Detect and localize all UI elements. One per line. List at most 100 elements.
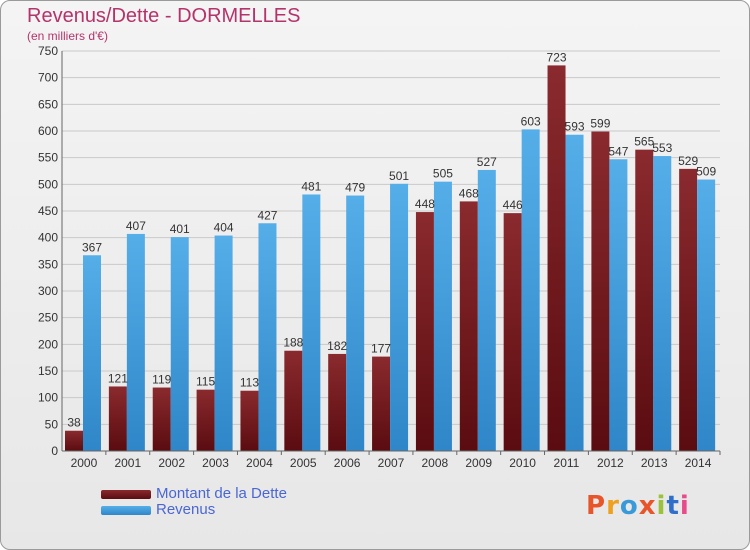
- legend-swatch-dette: [101, 490, 151, 499]
- data-label: 723: [547, 50, 567, 64]
- bar-dette: [108, 386, 127, 451]
- data-label: 38: [67, 416, 81, 430]
- x-tick-label: 2003: [202, 456, 229, 470]
- x-tick-label: 2001: [114, 456, 141, 470]
- logo-letter: i: [656, 491, 667, 521]
- bar-dette: [415, 212, 434, 451]
- proxiti-logo: Proxiti: [586, 491, 690, 521]
- data-label: 113: [240, 376, 259, 390]
- data-label: 121: [108, 371, 128, 385]
- data-label: 427: [257, 208, 277, 222]
- x-tick-label: 2013: [641, 456, 668, 470]
- y-tick-label: 50: [45, 417, 59, 431]
- bar-dette: [459, 201, 478, 451]
- data-label: 593: [565, 120, 585, 134]
- labels-layer: 38 367 121 407 119 401 115 404 113 427 188 481 182 47…: [67, 50, 716, 429]
- axis-layer: 0 50 100 150 200 250 300 350 400 450 500 550 600 650 7…: [38, 44, 721, 470]
- bar-revenus: [433, 181, 452, 451]
- bar-dette: [372, 356, 391, 451]
- y-tick-label: 100: [38, 391, 58, 405]
- data-label: 188: [283, 336, 303, 350]
- bar-revenus: [214, 235, 233, 451]
- bar-revenus: [521, 129, 540, 451]
- bar-dette: [591, 131, 610, 452]
- x-tick-label: 2014: [685, 456, 712, 470]
- x-tick-label: 2004: [246, 456, 273, 470]
- x-tick-label: 2011: [554, 456, 580, 470]
- bar-dette: [196, 389, 215, 451]
- data-label: 527: [477, 155, 497, 169]
- data-label: 479: [345, 181, 365, 195]
- data-label: 119: [152, 373, 171, 387]
- x-tick-label: 2005: [290, 456, 317, 470]
- x-tick-label: 2009: [465, 456, 492, 470]
- x-tick-label: 2000: [71, 456, 98, 470]
- legend-label-revenus: Revenus: [156, 501, 216, 518]
- x-tick-label: 2012: [597, 456, 624, 470]
- bar-dette: [547, 65, 566, 452]
- y-tick-label: 550: [38, 151, 58, 165]
- y-tick-label: 650: [38, 97, 58, 111]
- data-label: 446: [503, 198, 523, 212]
- data-label: 468: [459, 186, 479, 200]
- x-tick-label: 2010: [509, 456, 536, 470]
- data-label: 115: [196, 375, 215, 389]
- data-label: 401: [170, 222, 190, 236]
- bar-revenus: [302, 194, 321, 451]
- chart-title: Revenus/Dette - DORMELLES: [27, 5, 301, 27]
- bar-dette: [240, 390, 259, 451]
- data-label: 182: [327, 339, 347, 353]
- bar-revenus: [170, 237, 189, 451]
- data-label: 509: [696, 165, 716, 179]
- data-label: 177: [371, 342, 391, 356]
- bar-dette: [503, 213, 522, 451]
- bar-dette: [328, 353, 347, 451]
- data-label: 553: [652, 141, 672, 155]
- y-tick-label: 150: [38, 364, 58, 378]
- y-tick-label: 750: [38, 44, 58, 58]
- bar-dette: [152, 387, 171, 451]
- y-tick-label: 200: [38, 337, 58, 351]
- x-tick-label: 2008: [422, 456, 449, 470]
- data-label: 505: [433, 167, 453, 181]
- y-tick-label: 700: [38, 71, 58, 85]
- bar-dette: [65, 430, 83, 451]
- x-tick-label: 2007: [378, 456, 405, 470]
- bar-dette: [679, 168, 698, 451]
- y-tick-label: 250: [38, 311, 58, 325]
- bar-revenus: [390, 183, 409, 452]
- bar-revenus: [565, 134, 584, 451]
- data-label: 603: [521, 114, 541, 128]
- data-label: 501: [389, 169, 409, 183]
- logo-letter: P: [586, 491, 607, 521]
- y-tick-label: 350: [38, 257, 58, 271]
- data-label: 407: [126, 219, 146, 233]
- bar-revenus: [609, 159, 628, 451]
- logo-letter: o: [619, 491, 639, 521]
- x-tick-label: 2002: [158, 456, 185, 470]
- data-label: 404: [214, 221, 234, 235]
- data-label: 367: [82, 240, 102, 254]
- logo-letter: i: [679, 491, 690, 521]
- bar-revenus: [258, 223, 277, 451]
- bar-revenus: [477, 169, 496, 451]
- bar-revenus: [346, 195, 365, 451]
- bar-dette: [284, 350, 303, 451]
- bar-dette: [635, 149, 654, 451]
- data-label: 448: [415, 197, 435, 211]
- y-tick-label: 600: [38, 124, 58, 138]
- y-tick-label: 500: [38, 177, 58, 191]
- bar-revenus: [83, 255, 101, 451]
- bar-revenus: [697, 179, 716, 452]
- data-label: 529: [678, 154, 698, 168]
- x-tick-label: 2006: [334, 456, 361, 470]
- logo-letter: r: [606, 491, 620, 521]
- legend-label-dette: Montant de la Dette: [156, 485, 287, 502]
- data-label: 599: [590, 117, 610, 131]
- logo-letter: t: [666, 491, 680, 521]
- legend-swatch-revenus: [101, 506, 151, 515]
- data-label: 481: [301, 179, 321, 193]
- bars-layer: [65, 65, 716, 452]
